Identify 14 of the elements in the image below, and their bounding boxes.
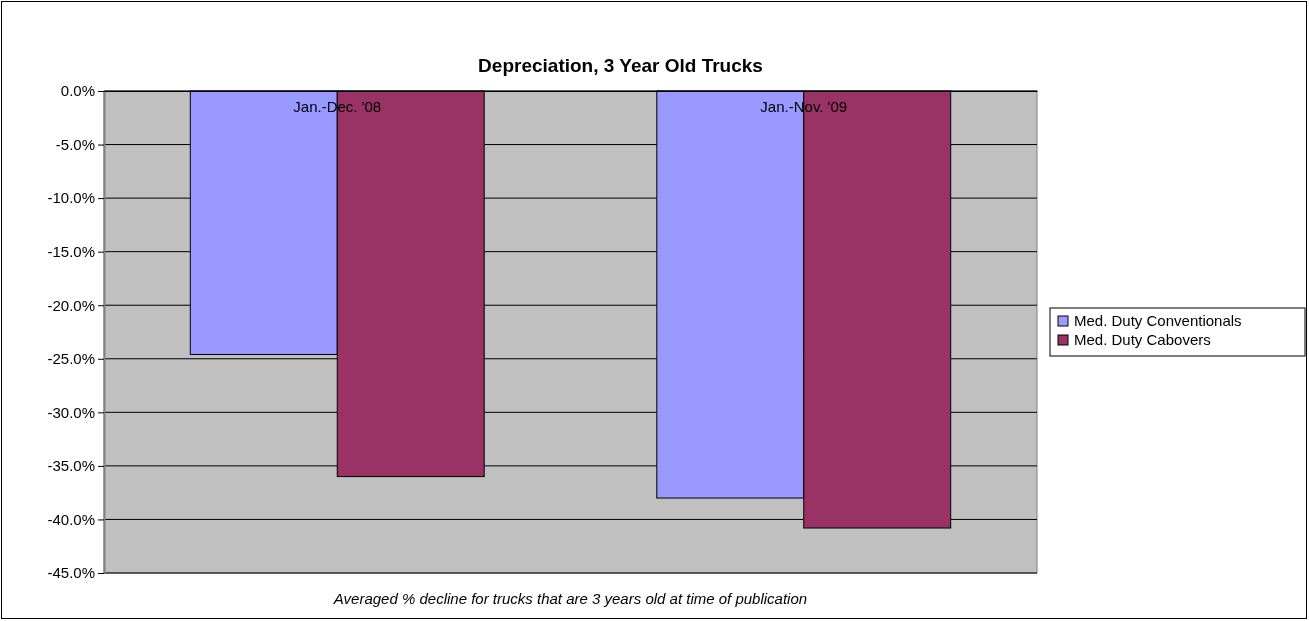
legend-label: Med. Duty Conventionals [1074,312,1242,329]
y-tick-label: -35.0% [47,457,95,475]
chart-title: Depreciation, 3 Year Old Trucks [478,55,763,76]
text: Averaged % decline for trucks that are 3 years old at time of publication [332,590,808,607]
y-tick-label: -20.0% [47,296,95,314]
y-tick-label: -10.0% [47,189,95,207]
y-tick-label: -15.0% [47,242,95,260]
y-tick-label: -40.0% [47,510,95,528]
y-tick-label: -30.0% [47,403,95,421]
legend-label: Med. Duty Cabovers [1074,331,1211,348]
y-tick-label: -5.0% [55,135,95,153]
y-tick-label: 0.0% [60,82,95,100]
y-tick-label: -45.0% [47,564,95,582]
y-tick-label: -25.0% [47,350,95,368]
